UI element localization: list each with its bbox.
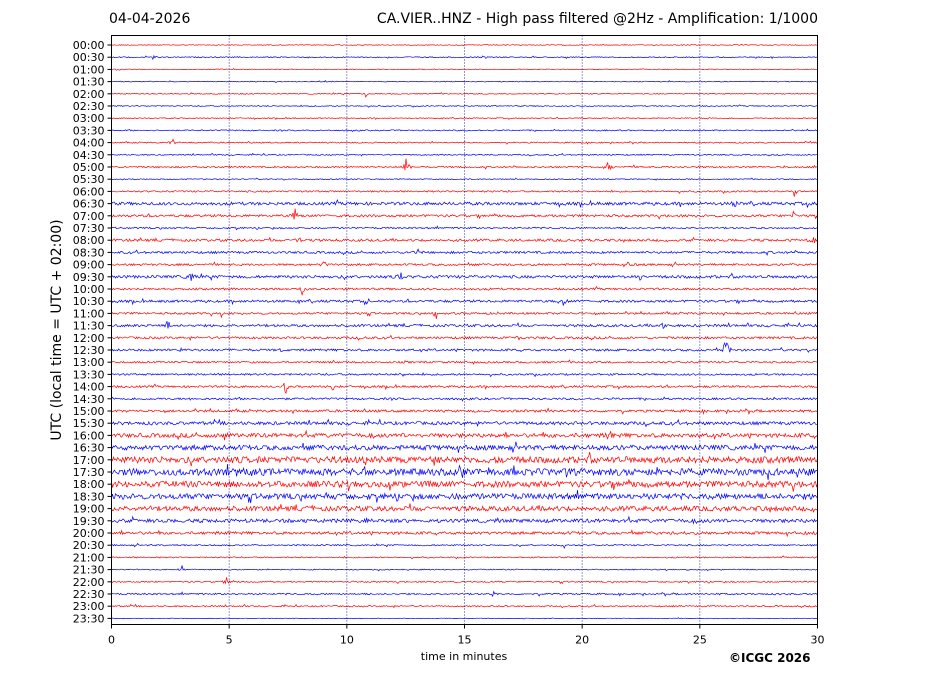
copyright-label: ©ICGC 2026 bbox=[729, 651, 811, 665]
trace-1730 bbox=[111, 463, 818, 481]
trace-0600 bbox=[111, 189, 818, 197]
x-tick-label: 25 bbox=[693, 634, 707, 647]
trace-0430 bbox=[111, 152, 818, 157]
y-tick-label: 17:30 bbox=[73, 466, 105, 479]
y-tick-label: 15:00 bbox=[73, 405, 105, 418]
trace-0630 bbox=[111, 199, 818, 209]
chart-title: CA.VIER..HNZ - High pass filtered @2Hz -… bbox=[376, 11, 818, 27]
x-tick-label: 10 bbox=[340, 634, 354, 647]
y-axis: 00:0000:3001:0001:3002:0002:3003:0003:30… bbox=[73, 39, 112, 625]
y-tick-label: 02:00 bbox=[73, 88, 105, 101]
trace-0530 bbox=[111, 177, 818, 181]
date-label: 04-04-2026 bbox=[109, 11, 191, 27]
y-tick-label: 19:00 bbox=[73, 503, 105, 516]
trace-0300 bbox=[111, 116, 818, 121]
y-tick-label: 04:00 bbox=[73, 137, 105, 150]
y-tick-label: 14:00 bbox=[73, 381, 105, 394]
trace-layer bbox=[111, 43, 818, 620]
y-tick-label: 01:00 bbox=[73, 63, 105, 76]
x-tick-label: 30 bbox=[811, 634, 825, 647]
y-tick-label: 11:30 bbox=[73, 320, 105, 333]
y-tick-label: 08:00 bbox=[73, 234, 105, 247]
y-tick-label: 21:30 bbox=[73, 564, 105, 577]
y-tick-label: 22:30 bbox=[73, 588, 105, 601]
y-tick-label: 16:00 bbox=[73, 429, 105, 442]
y-tick-label: 22:00 bbox=[73, 576, 105, 589]
x-tick-label: 20 bbox=[575, 634, 589, 647]
y-tick-label: 23:30 bbox=[73, 612, 105, 625]
y-tick-label: 17:00 bbox=[73, 454, 105, 467]
trace-1000 bbox=[111, 285, 818, 296]
trace-0930 bbox=[111, 272, 818, 281]
y-tick-label: 08:30 bbox=[73, 246, 105, 259]
y-tick-label: 20:30 bbox=[73, 539, 105, 552]
y-tick-label: 06:00 bbox=[73, 185, 105, 198]
y-tick-label: 12:00 bbox=[73, 332, 105, 345]
y-tick-label: 14:30 bbox=[73, 393, 105, 406]
y-tick-label: 10:00 bbox=[73, 283, 105, 296]
y-tick-label: 06:30 bbox=[73, 198, 105, 211]
x-tick-label: 0 bbox=[108, 634, 115, 647]
y-tick-label: 16:30 bbox=[73, 442, 105, 455]
y-tick-label: 03:00 bbox=[73, 112, 105, 125]
x-tick-label: 5 bbox=[226, 634, 233, 647]
trace-2030 bbox=[111, 542, 818, 549]
y-tick-label: 18:00 bbox=[73, 478, 105, 491]
trace-1900 bbox=[111, 503, 818, 513]
trace-0230 bbox=[111, 104, 818, 108]
vertical-grid bbox=[228, 35, 701, 625]
y-tick-label: 23:00 bbox=[73, 600, 105, 613]
trace-2200 bbox=[111, 577, 818, 585]
y-tick-label: 11:00 bbox=[73, 307, 105, 320]
y-tick-label: 10:30 bbox=[73, 295, 105, 308]
trace-1400 bbox=[111, 382, 818, 394]
trace-2100 bbox=[111, 555, 818, 560]
y-tick-label: 15:30 bbox=[73, 417, 105, 430]
y-tick-label: 01:30 bbox=[73, 76, 105, 89]
y-tick-label: 20:00 bbox=[73, 527, 105, 540]
trace-1100 bbox=[111, 310, 818, 319]
y-tick-label: 13:00 bbox=[73, 356, 105, 369]
y-tick-label: 04:30 bbox=[73, 149, 105, 162]
y-tick-label: 13:30 bbox=[73, 368, 105, 381]
trace-1330 bbox=[111, 372, 818, 378]
trace-0200 bbox=[111, 92, 818, 98]
trace-0500 bbox=[111, 158, 818, 171]
y-tick-label: 12:30 bbox=[73, 344, 105, 357]
y-tick-label: 02:30 bbox=[73, 100, 105, 113]
y-tick-label: 07:30 bbox=[73, 222, 105, 235]
y-tick-label: 09:00 bbox=[73, 259, 105, 272]
trace-0400 bbox=[111, 138, 818, 145]
x-axis-label: time in minutes bbox=[420, 650, 508, 663]
trace-0330 bbox=[111, 128, 818, 133]
x-tick-label: 15 bbox=[458, 634, 472, 647]
y-tick-label: 07:00 bbox=[73, 210, 105, 223]
y-tick-label: 09:30 bbox=[73, 271, 105, 284]
y-tick-label: 03:30 bbox=[73, 124, 105, 137]
x-axis: 0 5 10 15 20 25 30 bbox=[108, 624, 825, 647]
y-tick-label: 21:00 bbox=[73, 551, 105, 564]
y-tick-label: 05:00 bbox=[73, 161, 105, 174]
y-tick-label: 00:30 bbox=[73, 51, 105, 64]
y-tick-label: 18:30 bbox=[73, 490, 105, 503]
y-tick-label: 19:30 bbox=[73, 515, 105, 528]
plot-frame bbox=[111, 35, 818, 625]
y-tick-label: 00:00 bbox=[73, 39, 105, 52]
y-tick-label: 05:30 bbox=[73, 173, 105, 186]
